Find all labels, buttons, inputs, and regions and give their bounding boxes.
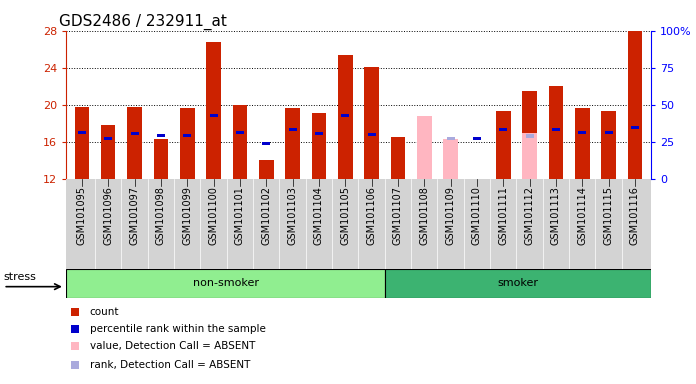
Bar: [443, 139, 458, 179]
Text: GSM101114: GSM101114: [577, 186, 587, 245]
Bar: [131, 132, 139, 135]
Text: GSM101096: GSM101096: [103, 186, 113, 245]
Bar: [183, 134, 191, 137]
Text: GSM101115: GSM101115: [603, 186, 614, 245]
Bar: [312, 113, 326, 179]
Bar: [631, 126, 639, 129]
Text: GSM101110: GSM101110: [472, 186, 482, 245]
Bar: [523, 133, 537, 179]
Text: GDS2486 / 232911_at: GDS2486 / 232911_at: [59, 13, 227, 30]
Bar: [259, 160, 274, 179]
Bar: [601, 111, 616, 179]
Bar: [499, 128, 507, 131]
Bar: [385, 269, 651, 298]
Bar: [552, 128, 560, 131]
Bar: [473, 137, 481, 141]
Bar: [232, 105, 247, 179]
Text: GSM101111: GSM101111: [498, 186, 508, 245]
Text: GSM101104: GSM101104: [314, 186, 324, 245]
Text: GSM101100: GSM101100: [209, 186, 219, 245]
Bar: [206, 42, 221, 179]
Bar: [578, 131, 586, 134]
Text: GSM101116: GSM101116: [630, 186, 640, 245]
Text: GSM101102: GSM101102: [261, 186, 271, 245]
Text: GSM101095: GSM101095: [77, 186, 87, 245]
Text: GSM101097: GSM101097: [129, 186, 140, 245]
Bar: [315, 132, 323, 135]
Text: count: count: [90, 307, 119, 317]
Bar: [525, 134, 534, 138]
Bar: [575, 108, 590, 179]
Bar: [523, 91, 537, 179]
Bar: [289, 128, 296, 131]
Text: rank, Detection Call = ABSENT: rank, Detection Call = ABSENT: [90, 359, 250, 369]
Bar: [628, 31, 642, 179]
Text: GSM101113: GSM101113: [551, 186, 561, 245]
Bar: [157, 134, 165, 137]
Text: GSM101103: GSM101103: [287, 186, 298, 245]
Bar: [605, 131, 612, 134]
Bar: [104, 137, 112, 141]
Bar: [338, 55, 352, 179]
Bar: [101, 125, 116, 179]
Bar: [548, 86, 563, 179]
Bar: [262, 142, 270, 145]
Bar: [78, 131, 86, 134]
Bar: [74, 108, 89, 179]
Text: GSM101112: GSM101112: [525, 186, 535, 245]
Text: smoker: smoker: [498, 278, 539, 288]
Text: GSM101106: GSM101106: [367, 186, 377, 245]
Bar: [367, 132, 376, 136]
Bar: [127, 108, 142, 179]
Text: stress: stress: [3, 272, 36, 282]
Bar: [341, 114, 349, 118]
Text: GSM101105: GSM101105: [340, 186, 350, 245]
Text: GSM101099: GSM101099: [182, 186, 192, 245]
Bar: [236, 131, 244, 134]
Text: GSM101108: GSM101108: [419, 186, 429, 245]
Bar: [417, 116, 432, 179]
Bar: [365, 67, 379, 179]
Bar: [66, 269, 385, 298]
Text: GSM101101: GSM101101: [235, 186, 245, 245]
Bar: [390, 137, 405, 179]
Bar: [496, 111, 511, 179]
Bar: [285, 108, 300, 179]
Text: GSM101109: GSM101109: [445, 186, 456, 245]
Bar: [154, 139, 168, 179]
Bar: [209, 114, 218, 118]
Bar: [180, 108, 194, 179]
Text: GSM101098: GSM101098: [156, 186, 166, 245]
Bar: [447, 137, 454, 141]
Bar: [447, 137, 454, 141]
Text: GSM101107: GSM101107: [393, 186, 403, 245]
Text: percentile rank within the sample: percentile rank within the sample: [90, 324, 265, 334]
Text: value, Detection Call = ABSENT: value, Detection Call = ABSENT: [90, 341, 255, 351]
Text: non-smoker: non-smoker: [193, 278, 259, 288]
Bar: [525, 134, 534, 138]
